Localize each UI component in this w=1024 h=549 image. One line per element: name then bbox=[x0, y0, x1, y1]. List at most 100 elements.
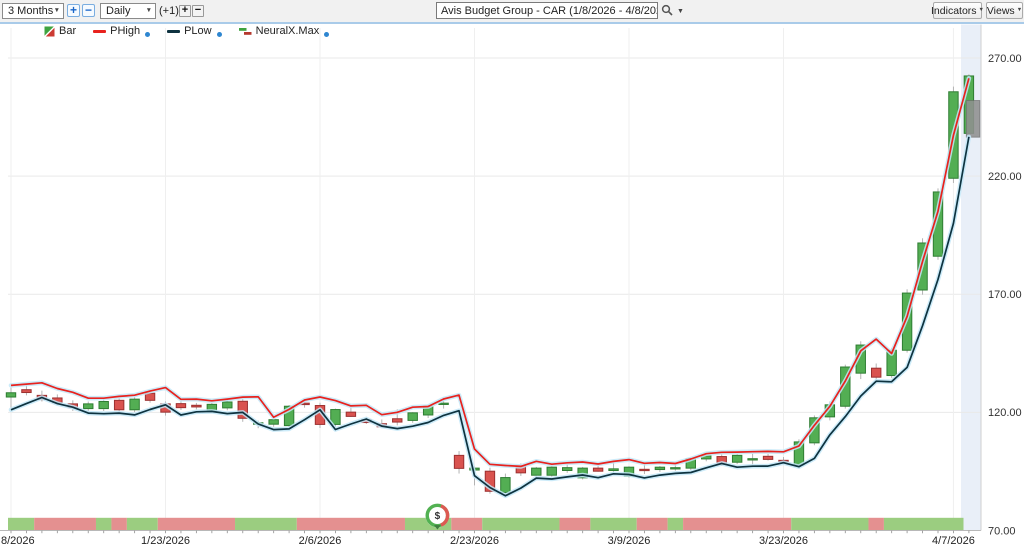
legend-item-label: PHigh bbox=[110, 25, 141, 37]
signal-strip-segment bbox=[111, 517, 127, 531]
x-axis-label: 1/23/2026 bbox=[141, 535, 190, 547]
plow-line-icon bbox=[167, 29, 181, 33]
x-axis-label: 2/23/2026 bbox=[450, 535, 499, 547]
legend-item-label: PLow bbox=[184, 25, 212, 37]
candle-body bbox=[407, 412, 418, 421]
candle-body bbox=[129, 398, 140, 411]
candle-body bbox=[5, 392, 17, 398]
chevron-down-icon: ▼ bbox=[978, 6, 984, 13]
symbol-search-box[interactable]: Avis Budget Group - CAR (1/8/2026 - 4/8/… bbox=[436, 2, 658, 19]
y-axis-label: 220.00 bbox=[988, 171, 1022, 183]
signal-strip-segment bbox=[590, 517, 637, 531]
candle-body bbox=[546, 466, 557, 476]
app-toolbar: 3 Months ▼ + − Daily ▼ (+1) + − Avis Bud… bbox=[0, 0, 1024, 22]
signal-strip-segment bbox=[559, 517, 591, 531]
legend-item-phigh[interactable]: PHigh bbox=[93, 25, 151, 37]
signal-strip-segment bbox=[883, 517, 964, 531]
candle-body bbox=[191, 404, 202, 408]
x-axis-label: 2/6/2026 bbox=[299, 535, 342, 547]
candle-body bbox=[762, 455, 774, 460]
period-select[interactable]: Daily ▼ bbox=[100, 3, 156, 19]
candle-body bbox=[670, 467, 681, 470]
range-select-value: 3 Months bbox=[8, 5, 54, 17]
badge-pointer bbox=[434, 525, 441, 530]
signal-strip-segment bbox=[95, 517, 112, 531]
legend-item-neuralx[interactable]: NeuralX.Max bbox=[238, 25, 330, 37]
signal-strip-segment bbox=[34, 517, 96, 531]
indicators-button[interactable]: Indicators ▼ bbox=[931, 2, 984, 19]
candle-body bbox=[83, 403, 94, 410]
signal-strip-segment bbox=[126, 517, 158, 531]
toolbar-separator bbox=[0, 22, 1024, 24]
candle-body bbox=[531, 467, 542, 476]
neuralx-step-icon bbox=[238, 27, 252, 35]
candle-body bbox=[747, 458, 758, 461]
badge-dollar-label: $ bbox=[435, 511, 441, 522]
candle-body bbox=[608, 468, 619, 471]
remove-bar-button[interactable]: − bbox=[192, 5, 204, 17]
signal-strip-segment bbox=[868, 517, 884, 531]
candle-body bbox=[639, 468, 650, 472]
x-axis-label: 3/23/2026 bbox=[759, 535, 808, 547]
symbol-search-value: Avis Budget Group - CAR (1/8/2026 - 4/8/… bbox=[441, 4, 658, 17]
search-caret-icon[interactable]: ▼ bbox=[677, 8, 684, 15]
add-bar-button[interactable]: + bbox=[179, 5, 191, 17]
legend-settings-dot-icon[interactable] bbox=[216, 32, 222, 37]
dollar-event-badge[interactable]: $ bbox=[425, 503, 450, 530]
legend-item-bar[interactable]: Bar bbox=[44, 25, 76, 37]
chart-legend: Bar PHigh PLow NeuralX.Max bbox=[44, 25, 330, 37]
candle-body bbox=[222, 401, 233, 409]
candle-body bbox=[283, 405, 295, 427]
y-axis-label: 270.00 bbox=[988, 53, 1022, 65]
projection-box bbox=[965, 100, 981, 138]
legend-settings-dot-icon[interactable] bbox=[324, 32, 330, 37]
zoom-in-button[interactable]: + bbox=[67, 4, 80, 17]
signal-strip-segment bbox=[683, 517, 792, 531]
x-axis-label: 8/2026 bbox=[1, 535, 35, 547]
plus-one-label: (+1) bbox=[159, 5, 179, 17]
period-select-value: Daily bbox=[106, 5, 131, 17]
neuralx-signal-strip bbox=[8, 517, 964, 531]
candle-body bbox=[453, 454, 465, 469]
candle-body bbox=[268, 419, 279, 425]
signal-strip-segment bbox=[235, 517, 297, 531]
signal-strip-segment bbox=[296, 517, 405, 531]
candle-body bbox=[562, 467, 573, 471]
signal-strip-segment bbox=[451, 517, 483, 531]
candle-body bbox=[345, 411, 357, 417]
candles-layer bbox=[5, 74, 975, 497]
candle-body bbox=[438, 402, 449, 405]
candle-body bbox=[392, 418, 403, 423]
candle-body bbox=[330, 409, 341, 425]
candle-body bbox=[175, 403, 187, 409]
x-axis-label: 3/9/2026 bbox=[608, 535, 651, 547]
legend-item-plow[interactable]: PLow bbox=[167, 25, 222, 37]
chevron-down-icon: ▼ bbox=[1016, 6, 1023, 13]
candle-body bbox=[98, 401, 109, 410]
candle-body bbox=[21, 389, 32, 394]
y-axis-label: 70.00 bbox=[988, 525, 1016, 537]
signal-strip-segment bbox=[8, 517, 35, 531]
search-icon[interactable] bbox=[661, 4, 674, 17]
phigh-line-icon bbox=[93, 29, 107, 33]
legend-settings-dot-icon[interactable] bbox=[145, 32, 151, 37]
signal-strip-segment bbox=[791, 517, 869, 531]
bar-candle-icon bbox=[44, 26, 55, 36]
candle-body bbox=[500, 477, 511, 493]
legend-item-label: Bar bbox=[59, 25, 77, 37]
legend-item-label: NeuralX.Max bbox=[255, 25, 320, 37]
x-axis-label: 4/7/2026 bbox=[932, 535, 975, 547]
views-button[interactable]: Views ▼ bbox=[986, 2, 1023, 19]
zoom-out-button[interactable]: − bbox=[82, 4, 95, 17]
range-select[interactable]: 3 Months ▼ bbox=[2, 3, 64, 19]
y-axis-label: 120.00 bbox=[988, 407, 1022, 419]
candle-body bbox=[592, 467, 604, 472]
chevron-down-icon: ▼ bbox=[53, 6, 60, 14]
signal-strip-segment bbox=[482, 517, 560, 531]
chevron-down-icon: ▼ bbox=[145, 6, 152, 14]
plow-line bbox=[10, 136, 970, 497]
signal-strip-segment bbox=[157, 517, 236, 531]
candle-body bbox=[731, 454, 743, 463]
